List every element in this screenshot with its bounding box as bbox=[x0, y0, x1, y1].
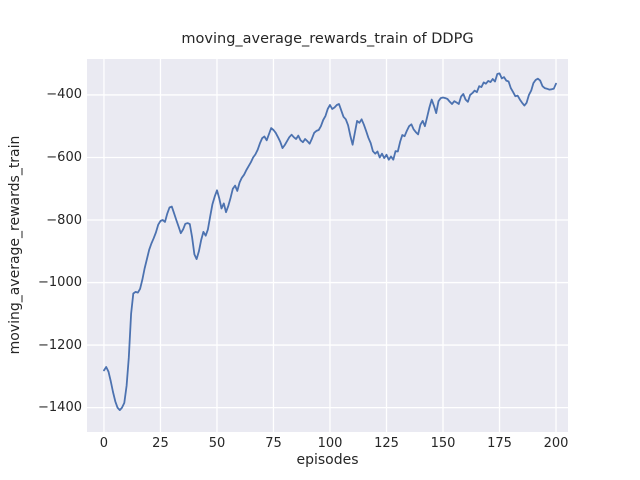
x-tick-label: 25 bbox=[152, 436, 169, 451]
x-tick-label: 75 bbox=[265, 436, 282, 451]
x-tick-label: 175 bbox=[487, 436, 512, 451]
x-axis-label: episodes bbox=[296, 452, 359, 468]
y-tick-label: −400 bbox=[46, 87, 82, 103]
x-tick-label: 125 bbox=[374, 436, 399, 451]
plot-area bbox=[87, 59, 568, 432]
chart-title: moving_average_rewards_train of DDPG bbox=[181, 31, 474, 47]
y-tick-label: −800 bbox=[46, 212, 82, 228]
y-tick-label: −1400 bbox=[38, 400, 82, 416]
x-tick-label: 100 bbox=[317, 436, 343, 451]
x-tick-label: 200 bbox=[543, 436, 569, 451]
x-tick-label: 150 bbox=[430, 436, 456, 451]
y-axis-label: moving_average_rewards_train bbox=[7, 135, 23, 355]
y-tick-label: −1200 bbox=[38, 337, 82, 353]
x-tick-label: 0 bbox=[99, 436, 109, 451]
y-tick-label: −600 bbox=[46, 149, 82, 165]
series-line bbox=[103, 72, 557, 412]
x-tick-label: 50 bbox=[208, 436, 226, 451]
y-tick-label: −1000 bbox=[38, 275, 82, 291]
